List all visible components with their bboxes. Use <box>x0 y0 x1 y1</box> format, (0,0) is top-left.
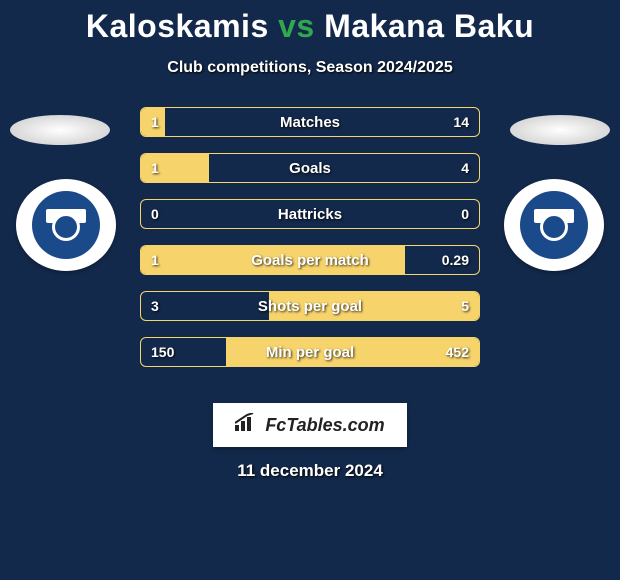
player2-flag-ellipse <box>510 115 610 145</box>
player1-name: Kaloskamis <box>86 8 269 44</box>
player1-club-badge <box>16 179 116 271</box>
stat-bar: 1 0.29 Goals per match <box>140 245 480 275</box>
brand-area: FcTables.com <box>0 403 620 447</box>
page-title: Kaloskamis vs Makana Baku <box>0 0 620 45</box>
stat-value-right: 0 <box>461 206 469 222</box>
stat-label: Matches <box>280 114 340 131</box>
stats-area: 114Matches14Goals00Hattricks10.29Goals p… <box>0 107 620 387</box>
stat-value-right: 14 <box>453 114 469 130</box>
stat-bars: 114Matches14Goals00Hattricks10.29Goals p… <box>140 107 480 383</box>
stat-bar: 0 0 Hattricks <box>140 199 480 229</box>
stat-value-left: 0 <box>151 206 159 222</box>
stat-value-left: 150 <box>151 344 174 360</box>
stat-label: Goals per match <box>251 252 369 269</box>
stat-value-left: 1 <box>151 252 159 268</box>
player1-flag-ellipse <box>10 115 110 145</box>
stat-bar: 150 452 Min per goal <box>140 337 480 367</box>
brand-box[interactable]: FcTables.com <box>213 403 406 447</box>
stat-bar: 3 5 Shots per goal <box>140 291 480 321</box>
date-label: 11 december 2024 <box>0 461 620 481</box>
stat-value-left: 1 <box>151 114 159 130</box>
stat-label: Shots per goal <box>258 298 362 315</box>
stat-label: Goals <box>289 160 331 177</box>
stat-value-right: 0.29 <box>442 252 469 268</box>
brand-text: FcTables.com <box>265 415 384 436</box>
player2-name: Makana Baku <box>324 8 534 44</box>
brand-chart-icon <box>235 413 257 437</box>
stat-value-right: 5 <box>461 298 469 314</box>
stat-value-right: 4 <box>461 160 469 176</box>
stat-bar: 1 4 Goals <box>140 153 480 183</box>
stat-value-right: 452 <box>446 344 469 360</box>
stat-value-left: 1 <box>151 160 159 176</box>
stat-label: Hattricks <box>278 206 342 223</box>
player2-club-badge <box>504 179 604 271</box>
stat-label: Min per goal <box>266 344 354 361</box>
stat-value-left: 3 <box>151 298 159 314</box>
vs-label: vs <box>278 8 315 44</box>
stat-bar: 1 14 Matches <box>140 107 480 137</box>
subtitle: Club competitions, Season 2024/2025 <box>0 59 620 77</box>
